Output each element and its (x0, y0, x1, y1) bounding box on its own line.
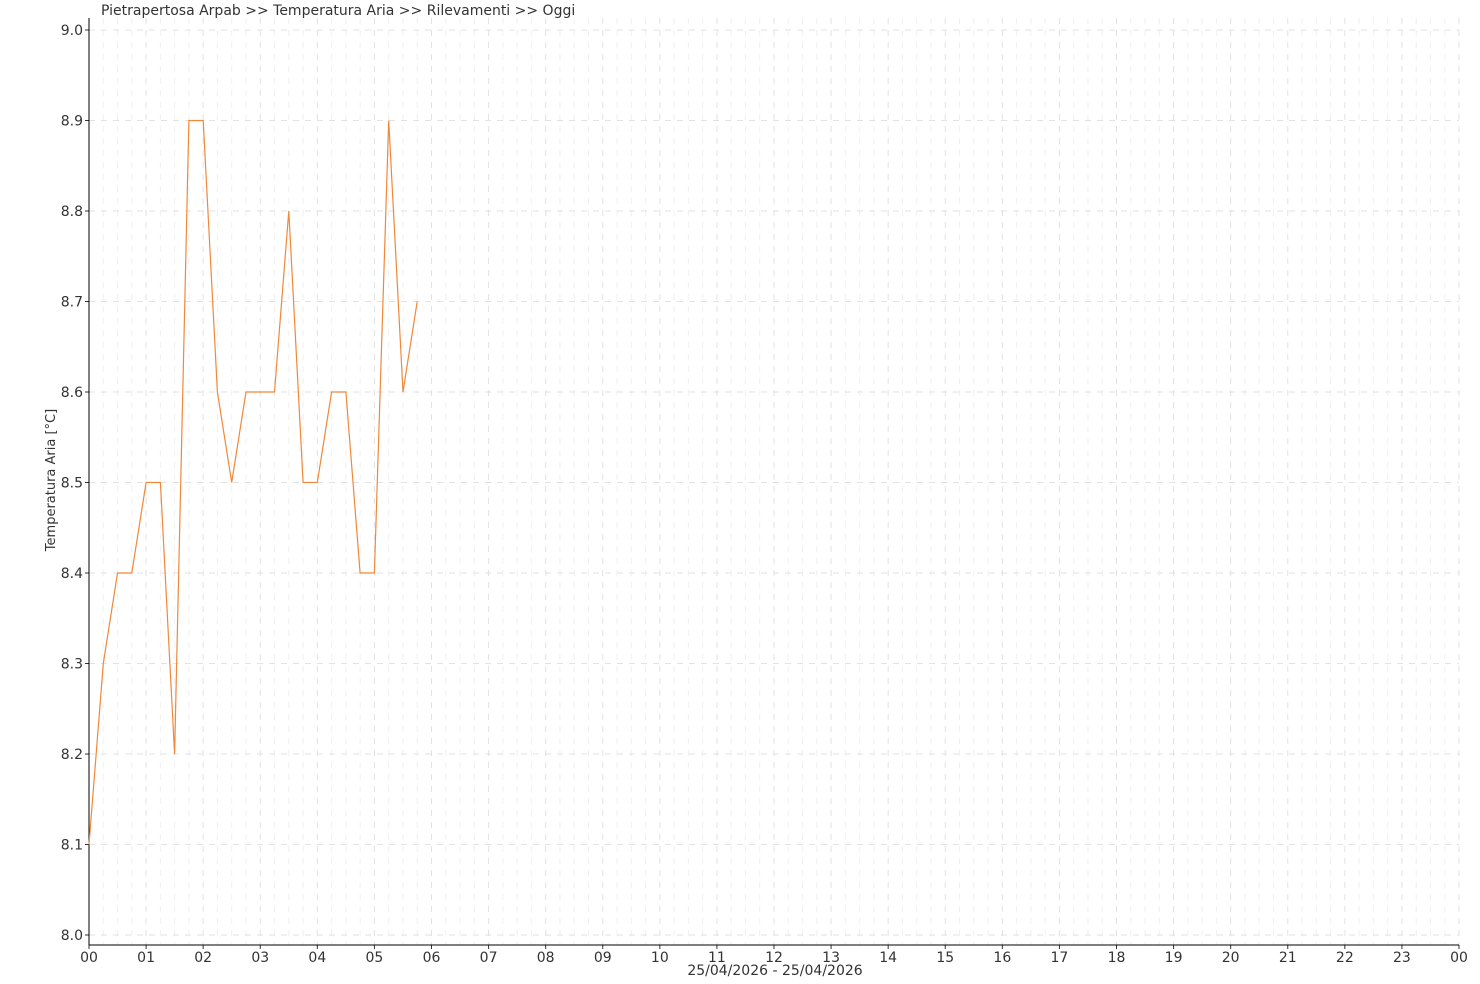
x-tick-label: 04 (308, 950, 326, 966)
x-tick-label: 07 (480, 950, 498, 966)
x-tick-label: 09 (594, 950, 612, 966)
y-tick-label: 9.0 (61, 23, 83, 39)
x-tick-label: 18 (1108, 950, 1126, 966)
x-tick-label: 02 (194, 950, 212, 966)
x-tick-label: 14 (879, 950, 897, 966)
x-tick-label: 17 (1051, 950, 1069, 966)
y-tick-label: 8.5 (61, 476, 83, 492)
temperature-series-line (88, 119, 418, 845)
x-tick-label: 19 (1165, 950, 1183, 966)
x-tick-label: 23 (1393, 950, 1411, 966)
y-tick-label: 8.7 (61, 295, 83, 311)
y-tick-label: 8.4 (61, 566, 83, 582)
x-tick-label: 06 (423, 950, 441, 966)
x-tick-label: 03 (251, 950, 269, 966)
x-tick-label: 22 (1336, 950, 1354, 966)
grid (89, 18, 1460, 945)
x-tick-label: 15 (936, 950, 954, 966)
y-tick-label: 8.2 (61, 747, 83, 763)
y-tick-label: 8.1 (61, 838, 83, 854)
y-tick-label: 8.0 (61, 928, 83, 944)
y-tick-label: 8.6 (61, 385, 83, 401)
x-tick-label: 11 (708, 950, 726, 966)
y-axis-label: Temperatura Aria [°C] (44, 409, 59, 552)
x-axis-label: 25/04/2026 - 25/04/2026 (687, 963, 862, 979)
x-tick-label: 21 (1279, 950, 1297, 966)
y-tick-label: 8.3 (61, 657, 83, 673)
axes: 00 01 02 03 04 05 06 07 08 09 10 11 12 13 14 15 16 17 18 19… (61, 18, 1468, 966)
x-tick-label: 00 (80, 950, 98, 966)
x-tick-label: 01 (137, 950, 155, 966)
series (88, 119, 418, 845)
x-tick-label: 12 (765, 950, 783, 966)
y-tick-label: 8.9 (61, 114, 83, 130)
x-tick-label: 20 (1222, 950, 1240, 966)
x-tick-label: 00 (1450, 950, 1468, 966)
chart-title: Pietrapertosa Arpab >> Temperatura Aria … (101, 3, 575, 19)
y-tick-label: 8.8 (61, 204, 83, 220)
x-tick-label: 16 (993, 950, 1011, 966)
x-tick-label: 05 (366, 950, 384, 966)
x-tick-label: 13 (822, 950, 840, 966)
x-tick-label: 08 (537, 950, 555, 966)
x-tick-label: 10 (651, 950, 669, 966)
